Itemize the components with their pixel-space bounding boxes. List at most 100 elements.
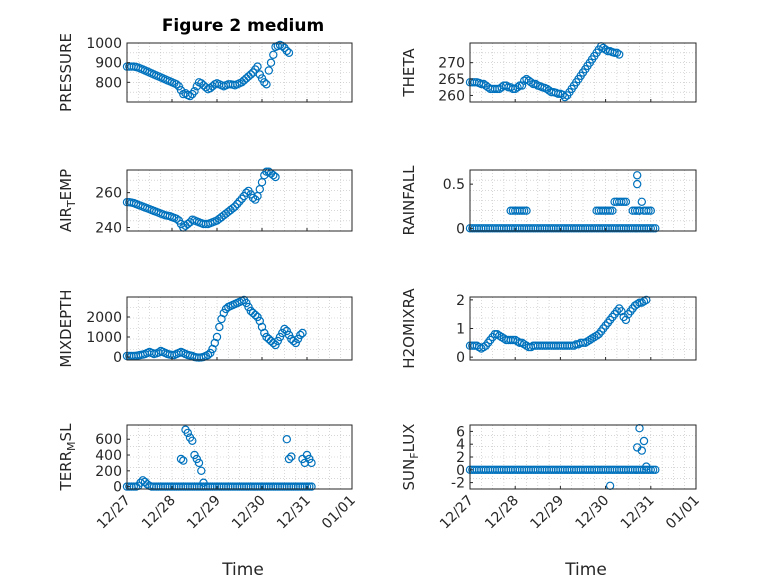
- data-point: [307, 482, 316, 491]
- data-point: [183, 219, 192, 229]
- data-point: [633, 171, 642, 180]
- data-point: [517, 81, 527, 90]
- data-point: [219, 308, 228, 318]
- data-point: [648, 224, 658, 233]
- data-point: [194, 458, 204, 468]
- data-point: [585, 335, 595, 345]
- plot-area: [470, 297, 696, 360]
- y-tick-label: 400: [95, 448, 122, 464]
- data-point: [651, 465, 660, 474]
- data-point: [581, 338, 590, 347]
- data-point: [569, 341, 579, 350]
- y-tick-label: 900: [95, 56, 122, 72]
- y-tick-label: 260: [95, 186, 122, 202]
- data-point: [522, 206, 531, 215]
- data-point: [651, 224, 660, 233]
- data-point: [642, 462, 651, 471]
- data-point: [289, 336, 298, 346]
- data-point: [172, 214, 181, 223]
- data-point: [560, 92, 570, 102]
- data-point: [646, 224, 656, 233]
- data-point: [129, 482, 138, 491]
- data-point: [269, 50, 278, 60]
- data-point: [477, 79, 486, 89]
- y-tick-label: 4: [456, 437, 465, 453]
- axes-box: [126, 424, 353, 490]
- x-axis-label-left: Time: [221, 560, 264, 580]
- data-point: [513, 83, 522, 92]
- data-point: [470, 341, 479, 350]
- data-point: [278, 41, 287, 51]
- data-point: [305, 482, 314, 491]
- data-point: [601, 321, 610, 330]
- axes-box: [126, 296, 353, 361]
- y-axis-label: SUNFLUX: [400, 424, 421, 491]
- y-tick-label: -2: [451, 476, 465, 492]
- data-point: [508, 335, 518, 345]
- data-point: [492, 330, 502, 339]
- data-point: [619, 197, 628, 206]
- data-point: [244, 302, 253, 312]
- subplot-3: 240 260 AIRTEMP: [57, 167, 353, 237]
- data-point: [644, 206, 653, 215]
- data-point: [251, 310, 260, 320]
- x-axis-label-right: Time: [564, 560, 607, 580]
- data-point: [235, 197, 244, 206]
- data-point: [228, 204, 237, 213]
- data-point: [197, 466, 206, 475]
- data-point: [615, 50, 624, 59]
- data-point: [646, 206, 656, 215]
- data-point: [188, 436, 197, 445]
- data-point: [526, 78, 536, 87]
- axes-box: [126, 169, 353, 232]
- data-point: [630, 206, 640, 215]
- data-point: [190, 450, 199, 460]
- y-tick-label: 2: [456, 450, 465, 466]
- axes-box: [469, 42, 697, 103]
- data-point: [248, 193, 258, 203]
- data-point: [490, 330, 500, 339]
- y-tick-label: 0: [456, 463, 465, 479]
- data-point: [479, 342, 488, 352]
- data-point: [621, 315, 631, 325]
- y-tick-label: 0: [113, 480, 122, 496]
- y-axis-label: PRESSURE: [57, 33, 75, 112]
- data-point: [621, 197, 631, 206]
- y-tick-label: 0.5: [443, 177, 465, 193]
- plot-area: [470, 425, 696, 489]
- data-point: [172, 80, 181, 89]
- data-point: [215, 322, 224, 332]
- data-point: [269, 338, 278, 348]
- y-tick-label: 0: [456, 221, 465, 237]
- data-point: [531, 79, 540, 89]
- y-tick-label: 2: [456, 293, 465, 309]
- data-point: [612, 48, 622, 58]
- data-point: [260, 78, 269, 87]
- y-tick-label: 0: [113, 350, 122, 366]
- y-tick-label: 240: [95, 221, 122, 237]
- data-point: [253, 312, 262, 322]
- data-point: [253, 62, 262, 71]
- data-point: [513, 337, 522, 346]
- y-axis-label: AIRTEMP: [57, 169, 78, 232]
- plot-area: [127, 425, 352, 489]
- data-point: [605, 206, 615, 215]
- figure-title: Figure 2 medium: [162, 16, 324, 36]
- data-point: [495, 331, 504, 340]
- data-point: [517, 338, 527, 347]
- data-point: [242, 188, 251, 197]
- y-tick-label: 200: [95, 464, 122, 480]
- data-point: [266, 58, 276, 67]
- data-point: [291, 338, 300, 348]
- y-axis-label: MIXDEPTH: [57, 289, 75, 367]
- data-point: [492, 84, 502, 94]
- data-point: [637, 298, 647, 307]
- data-point: [635, 206, 644, 215]
- data-point: [185, 91, 195, 101]
- data-point: [262, 167, 271, 176]
- data-point: [271, 340, 280, 350]
- data-point: [594, 330, 604, 339]
- y-tick-label: 600: [95, 432, 122, 448]
